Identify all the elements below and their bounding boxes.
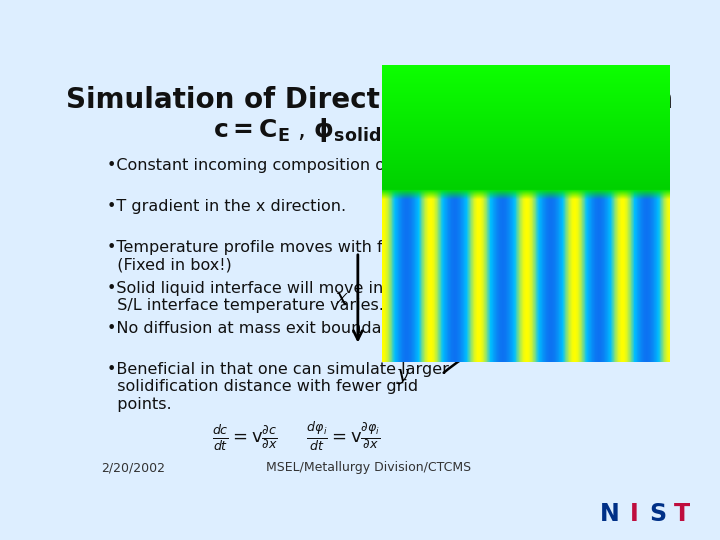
Text: •No diffusion at mass exit boundary.: •No diffusion at mass exit boundary. — [107, 321, 400, 336]
Text: $\mathbf{c = C_E}$ , $\mathbf{\phi_{solid,\mathit{i}} = 0}$ , $\mathbf{\phi_{liq: $\mathbf{c = C_E}$ , $\mathbf{\phi_{soli… — [213, 117, 593, 148]
Text: •Solid liquid interface will move in box as
  S/L interface temperature varies.: •Solid liquid interface will move in box… — [107, 281, 441, 313]
Text: 2/20/2002: 2/20/2002 — [101, 461, 165, 474]
Text: •T gradient in the x direction.: •T gradient in the x direction. — [107, 199, 346, 214]
Text: v: v — [637, 220, 649, 239]
Text: T: T — [674, 502, 690, 526]
Text: Simulation of Directional Solidification: Simulation of Directional Solidification — [66, 85, 672, 113]
Text: •Constant incoming composition of liquid.: •Constant incoming composition of liquid… — [107, 158, 445, 173]
Text: $\frac{dc}{dt} = \mathrm{v}\frac{\partial c}{\partial x}$     $\frac{d\varphi_i}: $\frac{dc}{dt} = \mathrm{v}\frac{\partia… — [212, 421, 381, 453]
Text: N: N — [600, 502, 620, 526]
Text: x: x — [336, 289, 348, 308]
Text: MSEL/Metallurgy Division/CTCMS: MSEL/Metallurgy Division/CTCMS — [266, 461, 472, 474]
Text: S: S — [649, 502, 667, 526]
Text: I: I — [629, 502, 638, 526]
Text: y: y — [397, 365, 408, 384]
Text: •Temperature profile moves with frame.
  (Fixed in box!): •Temperature profile moves with frame. (… — [107, 240, 430, 272]
Text: •Beneficial in that one can simulate larger
  solidification distance with fewer: •Beneficial in that one can simulate lar… — [107, 362, 449, 412]
